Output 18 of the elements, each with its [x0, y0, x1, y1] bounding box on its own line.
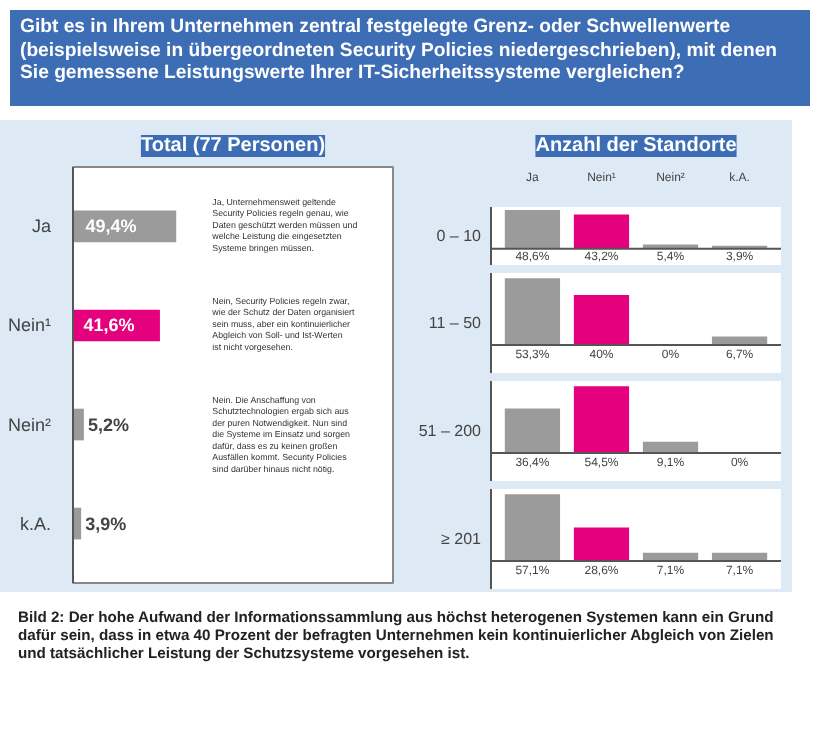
text: Gibt es in Ihrem Unternehmen zentral festgelegte Grenz- oder Schwellenwerte (beispielsweise in übergeordneten Security Policies niedergeschrieben), mit denen Sie gemessene Leistungswerte Ihrer IT-Sicherheitssysteme vergleichen?: [20, 16, 780, 85]
y-tick-label: Nein²: [7, 414, 52, 435]
y-tick-label: k.A.: [19, 513, 52, 534]
y-axis-title: 0 – 10: [436, 227, 483, 245]
bar: [504, 210, 561, 249]
data-label: 3,9%: [85, 513, 127, 534]
bar: [73, 408, 84, 441]
bar: [573, 214, 630, 249]
data-label: 5,2%: [87, 414, 130, 435]
y-axis-title: 51 – 200: [418, 422, 483, 440]
chart-title: Anzahl der Standorte: [535, 135, 738, 157]
text: Total (77 Personen): [140, 135, 326, 157]
y-axis-title: 11 – 50: [428, 314, 483, 332]
data-label: 41,6%: [83, 315, 135, 336]
y-axis-title: ≥ 201: [441, 530, 483, 548]
y-tick-label: Nein¹: [7, 315, 52, 336]
y-tick-label: Ja: [31, 216, 52, 237]
data-label: 49,4%: [85, 216, 137, 237]
